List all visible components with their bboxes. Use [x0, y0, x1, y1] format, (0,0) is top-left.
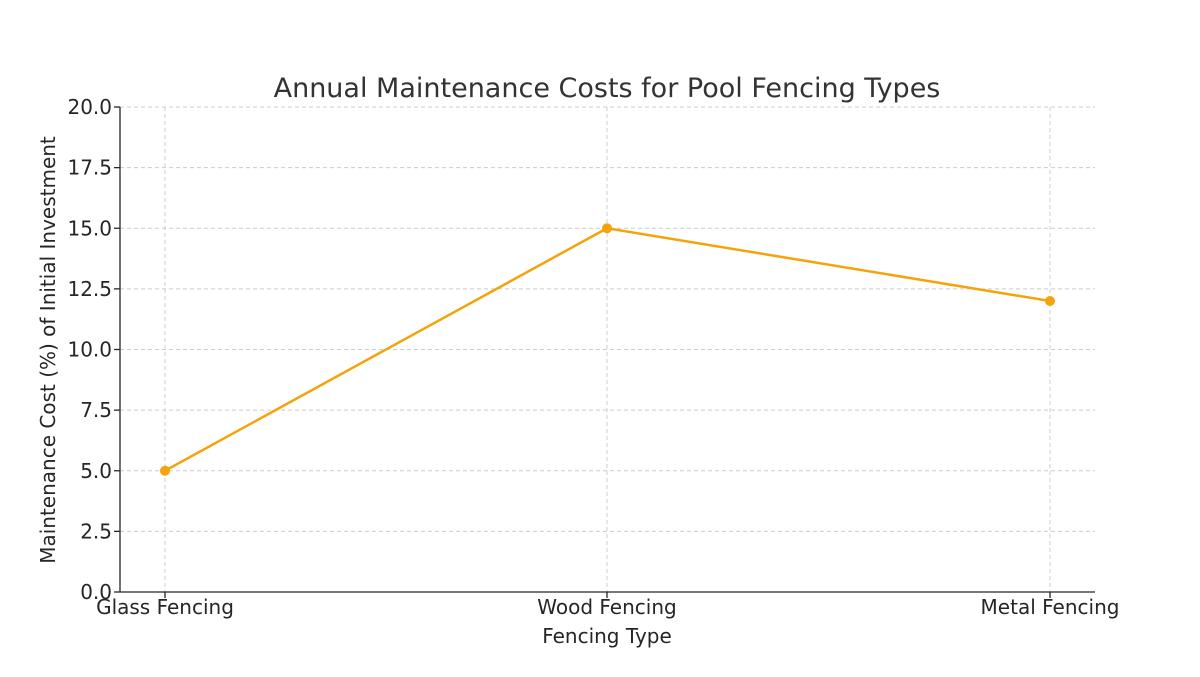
data-point: [1045, 296, 1055, 306]
y-tick-label: 0.0: [80, 580, 112, 604]
y-tick-label: 2.5: [80, 519, 112, 543]
y-tick-label: 15.0: [67, 216, 112, 240]
x-tick-label: Wood Fencing: [537, 595, 676, 619]
x-tick-label: Metal Fencing: [981, 595, 1120, 619]
x-tick-label: Glass Fencing: [96, 595, 234, 619]
y-tick-label: 17.5: [67, 156, 112, 180]
chart-title: Annual Maintenance Costs for Pool Fencin…: [274, 73, 941, 104]
y-tick-label: 7.5: [80, 398, 112, 422]
x-ticks: Glass Fencing Wood Fencing Metal Fencing: [96, 592, 1119, 619]
y-tick-label: 12.5: [67, 277, 112, 301]
y-ticks: 0.0 2.5 5.0 7.5 10.0 12.5 15.0 17.5 20.0: [67, 95, 120, 604]
y-tick-label: 10.0: [67, 338, 112, 362]
y-axis-label: Maintenance Cost (%) of Initial Investme…: [36, 136, 60, 564]
y-tick-label: 20.0: [67, 95, 112, 119]
data-point: [602, 223, 612, 234]
data-point: [160, 465, 170, 476]
grid: [120, 106, 1095, 593]
y-tick-label: 5.0: [80, 459, 112, 483]
x-axis-label: Fencing Type: [542, 624, 672, 648]
series-group: [160, 223, 1055, 476]
